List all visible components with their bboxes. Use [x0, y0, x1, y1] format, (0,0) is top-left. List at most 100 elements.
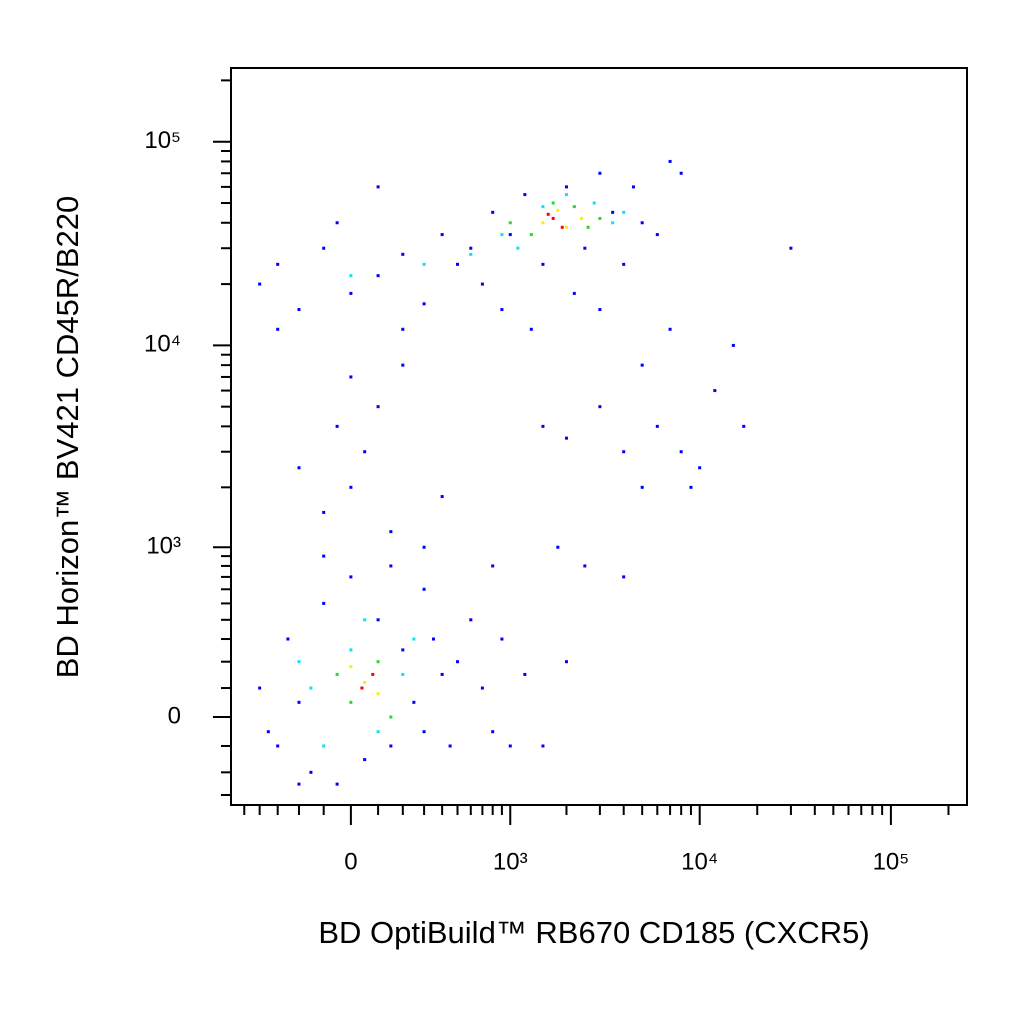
event-dot: [508, 744, 512, 748]
event-dot: [376, 185, 380, 189]
event-dot: [598, 171, 602, 175]
event-dot: [412, 637, 416, 641]
event-dot: [456, 660, 460, 664]
event-dot: [491, 210, 495, 214]
event-dot: [556, 545, 560, 549]
event-dot: [297, 308, 301, 312]
event-dot: [440, 495, 444, 499]
event-dot: [480, 686, 484, 690]
event-dot: [742, 424, 746, 428]
event-dot: [622, 450, 626, 454]
event-dot: [572, 205, 576, 209]
event-dot: [631, 185, 635, 189]
x-tick-label: 10⁵: [873, 848, 910, 875]
event-dot: [422, 302, 426, 306]
event-dot: [335, 782, 339, 786]
event-dot: [349, 375, 353, 379]
event-dot: [258, 686, 262, 690]
event-dot: [679, 450, 683, 454]
event-dot: [698, 466, 702, 470]
event-dot: [668, 159, 672, 163]
x-tick-label: 10³: [493, 848, 528, 875]
event-dot: [508, 233, 512, 237]
event-dot: [598, 308, 602, 312]
event-dot: [556, 208, 560, 212]
event-dot: [469, 618, 473, 622]
event-dot: [640, 221, 644, 225]
y-tick-label: 10⁵: [144, 127, 181, 154]
x-axis-title: BD OptiBuild™ RB670 CD185 (CXCR5): [318, 915, 869, 950]
event-dot: [309, 770, 313, 774]
event-dot: [583, 246, 587, 250]
event-dot: [586, 225, 590, 229]
event-dot: [376, 660, 380, 664]
x-tick-label: 0: [344, 848, 357, 875]
event-dot: [363, 618, 367, 622]
event-dot: [401, 672, 405, 676]
event-dot: [598, 216, 602, 220]
event-dot: [276, 262, 280, 266]
event-dot: [389, 530, 393, 534]
event-dot: [276, 744, 280, 748]
event-dot: [349, 575, 353, 579]
event-dot: [480, 282, 484, 286]
event-dot: [541, 262, 545, 266]
event-dot: [363, 758, 367, 762]
event-dot: [335, 221, 339, 225]
event-dot: [349, 648, 353, 652]
event-dot: [541, 744, 545, 748]
event-dot: [322, 601, 326, 605]
event-dot: [349, 291, 353, 295]
y-tick-label: 10⁴: [144, 331, 181, 358]
event-dot: [523, 672, 527, 676]
event-dot: [376, 730, 380, 734]
event-dot: [440, 233, 444, 237]
event-dot: [309, 686, 313, 690]
event-dot: [349, 485, 353, 489]
event-dot: [640, 485, 644, 489]
event-dot: [322, 554, 326, 558]
event-dot: [389, 744, 393, 748]
event-dot: [469, 246, 473, 250]
event-dot: [560, 225, 564, 229]
event-dot: [297, 660, 301, 664]
event-dot: [448, 744, 452, 748]
event-dot: [422, 262, 426, 266]
event-dot: [389, 564, 393, 568]
event-dot: [541, 424, 545, 428]
event-dot: [500, 233, 504, 237]
event-dot: [376, 274, 380, 278]
event-dot: [668, 327, 672, 331]
y-tick-label: 0: [168, 702, 181, 729]
event-dot: [529, 233, 533, 237]
event-dot: [401, 252, 405, 256]
event-dot: [508, 221, 512, 225]
event-dot: [363, 450, 367, 454]
event-dot: [440, 672, 444, 676]
event-dot: [371, 672, 375, 676]
event-dot: [500, 637, 504, 641]
event-dot: [376, 405, 380, 409]
event-dot: [322, 744, 326, 748]
event-dot: [731, 343, 735, 347]
event-dot: [349, 700, 353, 704]
event-dot: [655, 424, 659, 428]
event-dot: [335, 424, 339, 428]
event-dot: [564, 225, 568, 229]
event-dot: [598, 405, 602, 409]
event-dot: [491, 564, 495, 568]
event-dot: [611, 221, 615, 225]
event-dot: [389, 715, 393, 719]
event-dot: [297, 700, 301, 704]
event-dot: [572, 291, 576, 295]
event-dot: [456, 262, 460, 266]
plot-frame: [230, 67, 968, 806]
event-dot: [422, 587, 426, 591]
event-dot: [491, 730, 495, 734]
event-dot: [363, 681, 367, 685]
event-dot: [541, 205, 545, 209]
event-dot: [401, 648, 405, 652]
event-dot: [551, 201, 555, 205]
event-dot: [258, 282, 262, 286]
